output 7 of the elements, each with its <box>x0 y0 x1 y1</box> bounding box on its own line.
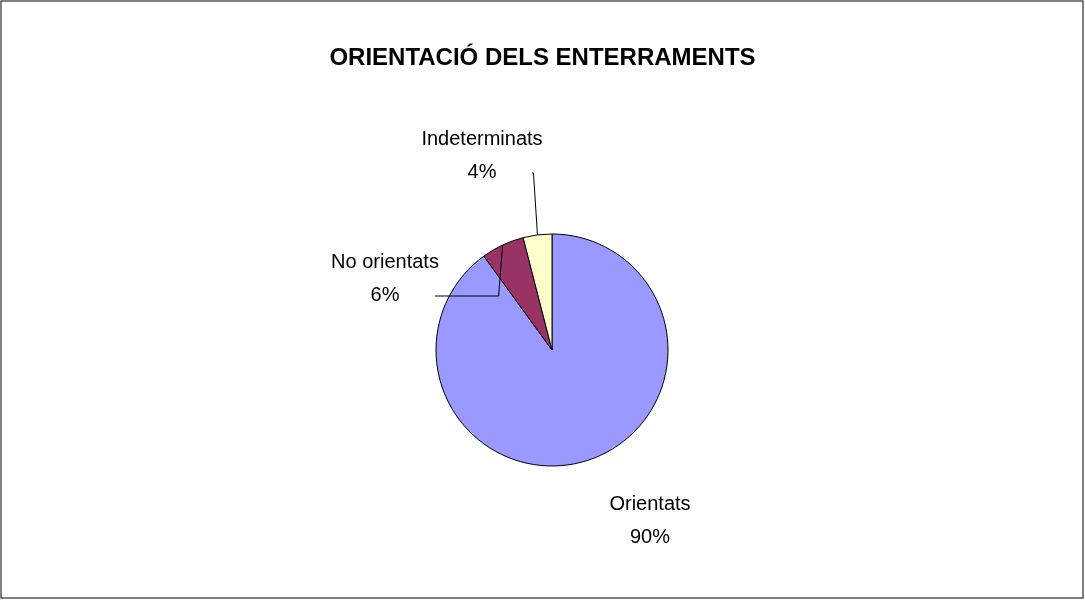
data-label: 4% <box>467 160 497 182</box>
slice-label: No orientats <box>331 250 439 272</box>
slice-label: Orientats <box>609 492 691 514</box>
data-label: 90% <box>629 525 671 547</box>
slice-label: Indeterminats <box>421 127 543 149</box>
data-label: 6% <box>370 283 400 305</box>
chart-title: ORIENTACIÓ DELS ENTERRAMENTS <box>329 43 756 70</box>
